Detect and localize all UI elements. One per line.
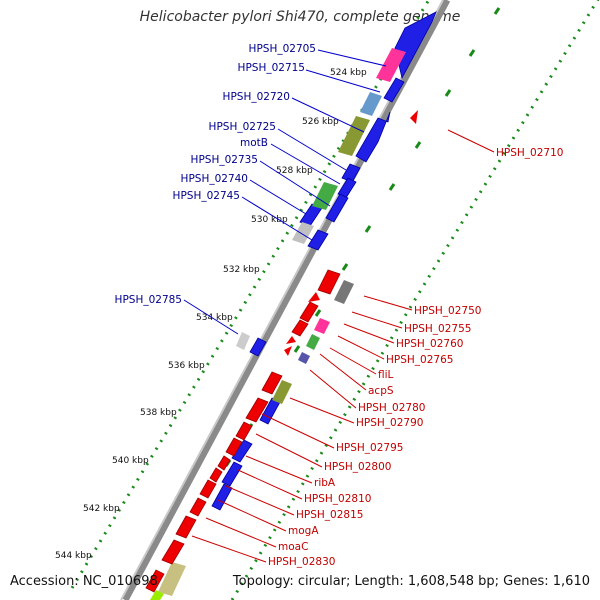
gene-label[interactable]: ribA <box>314 477 336 489</box>
ruler-tick-label: 542 kbp <box>83 504 120 514</box>
gene-mogA[interactable] <box>189 497 207 517</box>
gene-label[interactable]: HPSH_02795 <box>336 442 403 454</box>
gene-hpsh-02710[interactable] <box>410 110 418 124</box>
gene-label[interactable]: motB <box>240 137 268 149</box>
gene-moaC[interactable] <box>175 515 197 539</box>
gene-label[interactable]: HPSH_02830 <box>268 556 335 568</box>
gene-hpsh-02705[interactable] <box>394 11 437 80</box>
gene-label[interactable]: HPSH_02810 <box>304 493 371 505</box>
genome-title: Helicobacter pylori Shi470, complete gen… <box>139 9 461 25</box>
gene-hpsh-02755[interactable] <box>308 292 320 302</box>
gene-hpsh-02790[interactable] <box>245 397 269 423</box>
genome-summary-text: Topology: circular; Length: 1,608,548 bp… <box>232 574 590 589</box>
gene-blue-d[interactable] <box>211 483 233 511</box>
gene-fliL[interactable] <box>286 336 296 344</box>
gene-label[interactable]: HPSH_02780 <box>358 402 425 414</box>
block-olive <box>338 116 370 156</box>
feature-blocks <box>150 48 406 600</box>
ruler-tick-label: 538 kbp <box>140 408 177 418</box>
ruler-tick-label: 544 kbp <box>55 551 92 561</box>
gene-hpsh-02780[interactable] <box>261 371 283 395</box>
block-purple <box>298 352 310 364</box>
gene-hpsh-02810[interactable] <box>209 467 223 483</box>
gene-label[interactable]: HPSH_02760 <box>396 338 463 350</box>
gene-label[interactable]: HPSH_02800 <box>324 461 391 473</box>
ruler-tick-label: 534 kbp <box>196 313 233 323</box>
gene-label[interactable]: HPSH_02790 <box>356 417 423 429</box>
block-green <box>312 182 338 210</box>
gene-hpsh-02750[interactable] <box>317 269 341 295</box>
accession-text: Accession: NC_010698 <box>10 574 158 589</box>
gene-label[interactable]: HPSH_02740 <box>181 173 248 185</box>
ruler-tick-label: 528 kbp <box>276 166 313 176</box>
gene-label[interactable]: HPSH_02755 <box>404 323 471 335</box>
inner-guide-line <box>230 0 600 600</box>
gene-hpsh-02745[interactable] <box>307 229 329 251</box>
reverse-gene-labels: HPSH_02710 HPSH_02750 HPSH_02755 HPSH_02… <box>268 147 563 568</box>
block-magenta <box>376 48 406 82</box>
block-steelblue <box>360 92 382 116</box>
ruler-tick-label: 540 kbp <box>112 456 149 466</box>
gene-hpsh-02785[interactable] <box>249 337 267 357</box>
ruler-tick-label: 532 kbp <box>223 265 260 275</box>
block-green-2 <box>306 334 320 350</box>
gene-label[interactable]: HPSH_02705 <box>249 43 316 55</box>
block-lime <box>150 590 164 600</box>
gene-label[interactable]: HPSH_02735 <box>191 154 258 166</box>
ruler-tick-label: 526 kbp <box>302 117 339 127</box>
gene-blue-c[interactable] <box>221 461 243 487</box>
gene-hpsh-02800[interactable] <box>225 437 243 457</box>
gene-hpsh-02715[interactable] <box>383 77 405 103</box>
gene-hpsh-02735[interactable] <box>325 193 349 223</box>
gene-hpsh-02765[interactable] <box>291 319 309 337</box>
gene-label[interactable]: HPSH_02765 <box>386 354 453 366</box>
gene-label[interactable]: mogA <box>288 525 319 537</box>
gene-hpsh-02720[interactable] <box>355 111 391 163</box>
forward-leaders <box>183 49 387 335</box>
gene-label[interactable]: HPSH_02720 <box>223 91 290 103</box>
gene-label[interactable]: HPSH_02725 <box>209 121 276 133</box>
block-tan <box>158 562 186 596</box>
gene-label[interactable]: HPSH_02745 <box>173 190 240 202</box>
gene-label[interactable]: HPSH_02785 <box>115 294 182 306</box>
forward-gene-labels: HPSH_02705 HPSH_02715 HPSH_02720 HPSH_02… <box>115 43 316 306</box>
reverse-leaders <box>191 129 495 563</box>
reverse-genes <box>145 110 418 593</box>
gene-label[interactable]: HPSH_02750 <box>414 305 481 317</box>
gene-hpsh-02830[interactable] <box>161 539 185 565</box>
block-darkgray <box>334 280 354 304</box>
gene-label[interactable]: HPSH_02710 <box>496 147 563 159</box>
forward-genes <box>211 11 437 511</box>
gene-label[interactable]: acpS <box>368 385 394 397</box>
ruler-tick-label: 524 kbp <box>330 68 367 78</box>
gene-label[interactable]: moaC <box>278 541 308 553</box>
gene-label[interactable]: HPSH_02815 <box>296 509 363 521</box>
gene-red-tail[interactable] <box>145 569 165 593</box>
gene-hpsh-02795[interactable] <box>235 421 253 441</box>
block-pink-2 <box>314 318 330 334</box>
ruler-tick-label: 536 kbp <box>168 361 205 371</box>
ruler-tick-label: 530 kbp <box>251 215 288 225</box>
ruler-labels: 524 kbp 526 kbp 528 kbp 530 kbp 532 kbp … <box>55 68 367 561</box>
gene-label[interactable]: fliL <box>378 369 394 381</box>
block-olive-2 <box>272 380 292 404</box>
gene-hpsh-02815[interactable] <box>199 479 217 499</box>
gene-ribA[interactable] <box>217 455 231 471</box>
block-lightgray <box>236 332 250 350</box>
gene-acpS[interactable] <box>284 346 292 356</box>
gene-label[interactable]: HPSH_02715 <box>238 62 305 74</box>
gene-hpsh-02760[interactable] <box>299 301 319 323</box>
block-gray <box>292 222 314 244</box>
